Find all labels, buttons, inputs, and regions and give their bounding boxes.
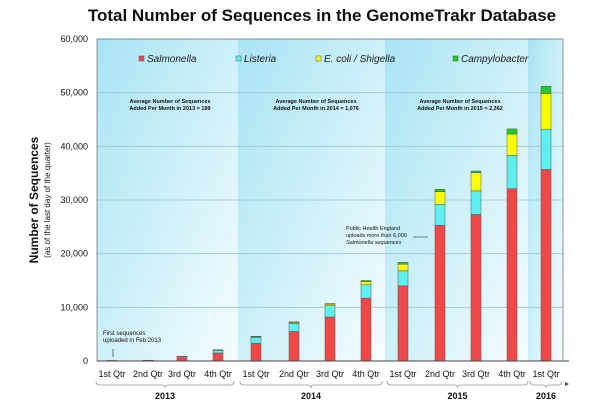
- x-tick-label: 2nd Qtr: [425, 369, 455, 379]
- bar-segment-listeria: [434, 204, 446, 226]
- bar-segment-salmonella: [397, 285, 409, 362]
- legend-label: Campylobacter: [461, 54, 529, 65]
- bar-segment-listeria: [250, 337, 262, 344]
- annotation-phe-upload: uploads more than 6,000: [346, 233, 407, 239]
- bar-segment-salmonella: [540, 169, 552, 362]
- bar-segment-ecolishigella: [176, 355, 188, 358]
- annotation-phe-upload: Salmonella sequences: [346, 240, 402, 246]
- bar-segment-salmonella: [360, 297, 372, 362]
- x-tick-label: 1st Qtr: [98, 369, 125, 379]
- y-tick-label: 0: [83, 356, 88, 366]
- year-label: 2014: [301, 391, 321, 401]
- year-label: 2013: [155, 391, 175, 401]
- x-tick-label: 3rd Qtr: [316, 369, 344, 379]
- bar-segment-campylobacter: [540, 85, 552, 94]
- year-brace: [95, 380, 235, 389]
- annotation-2014-average: Average Number of Sequences: [275, 99, 356, 105]
- bar-segment-ecolishigella: [506, 133, 518, 156]
- bar-segment-ecolishigella: [470, 172, 482, 192]
- x-axis-arrow-icon: [565, 382, 569, 386]
- y-tick-label: 50,000: [60, 88, 88, 98]
- y-axis-sublabel: (as of the last day of the quarter): [43, 142, 52, 258]
- year-brace: [529, 380, 563, 389]
- bar-segment-listeria: [540, 128, 552, 170]
- legend-swatch: [452, 55, 459, 62]
- bar-segment-campylobacter: [288, 321, 300, 323]
- annotation-2013-average: Average Number of Sequences: [129, 99, 210, 105]
- x-tick-label: 4th Qtr: [498, 369, 526, 379]
- y-tick-label: 30,000: [60, 195, 88, 205]
- bar-segment-salmonella: [250, 343, 262, 362]
- legend-label: E. coli / Shigella: [324, 54, 396, 65]
- x-tick-label: 1st Qtr: [389, 369, 416, 379]
- bar-segment-campylobacter: [470, 170, 482, 173]
- annotation-2013-average: Added Per Month in 2013 = 189: [129, 106, 210, 112]
- bar-segment-listeria: [397, 270, 409, 287]
- bar-segment-listeria: [360, 284, 372, 299]
- legend-label: Salmonella: [147, 54, 197, 65]
- year-label: 2015: [447, 391, 467, 401]
- bar-segment-listeria: [288, 323, 300, 332]
- y-tick-label: 10,000: [60, 302, 88, 312]
- bar-segment-ecolishigella: [540, 93, 552, 130]
- bar-segment-salmonella: [506, 188, 518, 362]
- bar-segment-campylobacter: [397, 262, 409, 265]
- x-tick-label: 3rd Qtr: [462, 369, 490, 379]
- year-label: 2016: [536, 391, 556, 401]
- bar-segment-campylobacter: [506, 128, 518, 135]
- x-tick-label: 1st Qtr: [242, 369, 269, 379]
- bar-segment-campylobacter: [212, 349, 224, 351]
- bar-segment-campylobacter: [360, 280, 372, 282]
- bar-segment-campylobacter: [250, 336, 262, 338]
- annotation-2014-average: Added Per Month in 2014 = 1,076: [273, 106, 359, 112]
- bar-segment-salmonella: [288, 331, 300, 362]
- bar-segment-salmonella: [212, 352, 224, 362]
- bar-segment-campylobacter: [434, 189, 446, 192]
- bar-segment-ecolishigella: [434, 191, 446, 205]
- annotation-2015-average: Added Per Month in 2015 = 2,362: [417, 106, 503, 112]
- annotation-first-sequences: First sequences: [103, 331, 145, 337]
- legend-swatch: [315, 55, 322, 62]
- legend-swatch: [235, 55, 242, 62]
- bar-segment-listeria: [470, 190, 482, 215]
- x-tick-label: 4th Qtr: [204, 369, 232, 379]
- annotation-2015-average: Average Number of Sequences: [419, 99, 500, 105]
- year-brace: [386, 380, 529, 389]
- x-tick-label: 2nd Qtr: [133, 369, 163, 379]
- bar-segment-listeria: [506, 155, 518, 189]
- legend-swatch: [138, 55, 145, 62]
- chart-title: Total Number of Sequences in the GenomeT…: [88, 6, 556, 25]
- x-tick-label: 3rd Qtr: [168, 369, 196, 379]
- annotation-first-sequences: uploaded in Feb 2013: [103, 338, 162, 344]
- legend-label: Listeria: [244, 54, 277, 65]
- x-tick-label: 1st Qtr: [532, 369, 559, 379]
- bar-segment-salmonella: [470, 214, 482, 362]
- year-brace: [239, 380, 383, 389]
- bar-segment-campylobacter: [324, 303, 336, 305]
- bar-segment-salmonella: [324, 316, 336, 362]
- y-tick-label: 40,000: [60, 141, 88, 151]
- bar-segment-ecolishigella: [397, 263, 409, 272]
- bar-segment-listeria: [324, 305, 336, 318]
- y-tick-label: 60,000: [60, 34, 88, 44]
- x-tick-label: 2nd Qtr: [279, 369, 309, 379]
- annotation-phe-upload: Public Health England: [346, 226, 400, 232]
- bar-segment-ecolishigella: [360, 281, 372, 286]
- x-tick-label: 4th Qtr: [352, 369, 380, 379]
- y-tick-label: 20,000: [60, 249, 88, 259]
- y-axis-label: Number of Sequences: [27, 136, 41, 263]
- bar-segment-salmonella: [434, 224, 446, 362]
